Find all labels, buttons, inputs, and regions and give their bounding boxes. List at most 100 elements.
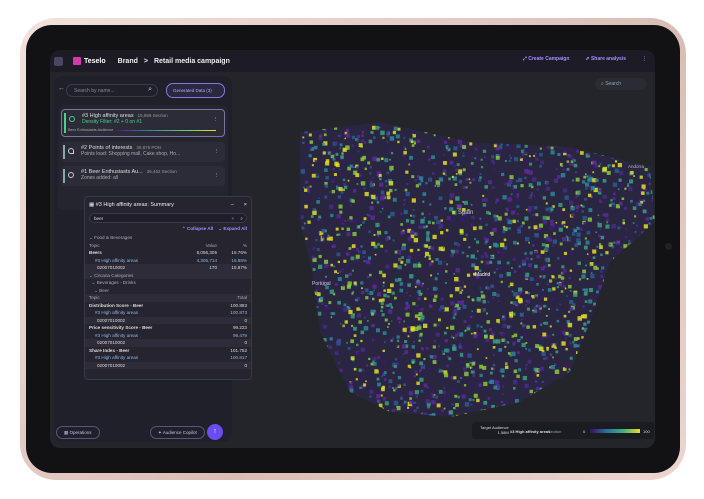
map-area-cell [558,385,561,388]
map-area-cell [328,191,331,193]
table-row[interactable]: 02007010002 0 [85,361,251,369]
table-row[interactable]: 02007010002 0 [85,339,251,347]
map-area-cell [462,201,464,203]
map-area-cell [415,184,420,188]
map-area-cell [339,270,342,273]
group-beverages-drinks[interactable]: ⌄ Beverages - Drinks [89,280,136,285]
map-area-cell [520,418,522,420]
map-area-cell [373,289,375,292]
more-icon[interactable]: ⋮ [642,56,647,62]
map-area-cell [445,145,449,149]
map-area-cell [452,316,456,320]
back-arrow-icon[interactable]: ← [58,85,65,92]
map-area-cell [508,145,513,150]
map-area-cell [331,178,336,183]
map-area-cell [369,205,374,211]
summary-search-input[interactable]: beer × ⌕ [89,213,247,223]
map-area-cell [335,389,340,394]
map-area-cell [455,132,459,137]
map-area-cell [599,331,604,336]
map-area-cell [625,362,629,366]
breadcrumb-brand[interactable]: Brand [117,57,138,65]
table-row[interactable]: #3 High affinity areas 4,305,714 16.88% [85,257,251,265]
map-area-cell [530,194,533,197]
map-area-cell [319,356,323,360]
map-area-cell [347,179,350,182]
map-area-cell [564,411,568,415]
map-area-cell [459,352,464,357]
column-header: Total [237,295,247,300]
map-area-cell [378,182,384,187]
map-area-cell [485,254,489,258]
map-area-cell [305,180,308,184]
map-area-cell [441,350,444,352]
expand-all-button[interactable]: ⌄ Expand All [218,226,247,231]
more-icon[interactable]: ⋮ [213,173,220,179]
more-icon[interactable]: ⋮ [213,149,220,155]
generated-data-button[interactable]: Generated Data (3) [166,83,225,98]
layer-item[interactable]: #2 Points of interests 30,876 POIs Points… [61,142,225,162]
map-area-cell [327,244,330,247]
map-area-cell [533,195,536,198]
group-circana[interactable]: ⌄ Circana Categories [85,271,251,279]
map-area-cell [599,228,602,230]
table-row[interactable]: #3 High affinity areas 100.873 [85,309,251,317]
map-area-cell [521,342,526,348]
table-row[interactable]: 02007010002 170 15.87% [85,264,251,272]
table-row[interactable]: Share Index - Beer 101.752 [85,347,251,355]
map-area-cell [492,363,496,367]
map-area-cell [378,298,383,303]
create-campaign-button[interactable]: ⤢ Create Campaign [522,56,570,62]
map-area-cell [450,301,455,306]
map-area-cell [605,251,609,255]
map-area-cell [405,312,410,317]
table-row[interactable]: 02007010002 0 [85,316,251,324]
table-row[interactable]: Price sensitivity Score - Beer 99.223 [85,324,251,332]
map-area-cell [595,127,598,129]
map-area-cell [565,235,568,238]
minimize-icon[interactable]: – [230,201,234,208]
map-area-cell [465,363,470,367]
map-area-cell [517,338,521,343]
map-area-cell [328,204,334,209]
share-analysis-button[interactable]: ⇗ Share analysis [585,56,626,62]
collapse-all-button[interactable]: ⌃ Collapse All [181,226,214,231]
map-area-cell [480,409,485,413]
map-area-cell [351,135,356,140]
map-area-cell [498,300,500,302]
map-area-cell [380,203,385,209]
layer-item[interactable]: #3 High affinity areas 15,959 Section Den… [61,109,225,137]
map-area-cell [405,304,411,309]
more-icon[interactable]: ⋮ [212,117,219,123]
search-icon[interactable]: ⌕ [240,216,243,221]
layer-meta: 36,462 Section [146,169,177,174]
map-area-cell [504,227,508,231]
clear-icon[interactable]: × [231,216,234,221]
table-row[interactable]: #3 High affinity areas 99.479 [85,332,251,340]
group-food-beverages[interactable]: ⌄ Food & Beverages [89,235,133,240]
menu-icon[interactable] [54,56,63,66]
layer-item[interactable]: #1 Beer Enthusiasts Au... 36,462 Section … [61,166,225,186]
operations-button[interactable]: ▦ Operations [56,426,100,439]
map-area-cell [328,373,330,375]
map-area-cell [443,154,445,156]
map-area-cell [337,416,341,417]
map-area-cell [420,315,425,320]
search-input[interactable]: Search by name... ⌕ [66,84,158,97]
map-area-cell [642,236,646,240]
send-button[interactable]: ↑ [207,424,223,440]
map-search[interactable]: ⌕ Search [595,78,647,90]
map-area-cell [611,223,616,229]
cell-topic: 02007010002 [97,362,126,368]
map-area-cell [626,151,629,154]
map-area-cell [649,264,652,268]
audience-copilot-button[interactable]: ✦ Audience Copilot [150,426,205,439]
map-area-cell [378,367,381,371]
group-beer[interactable]: ⌄ Beer [89,287,109,293]
table-row[interactable]: #3 High affinity areas 100.817 [85,354,251,362]
table-row[interactable]: Beers 8,056,305 16.76% [85,249,251,257]
map-area-cell [478,225,483,230]
map-area-cell [629,303,631,306]
close-icon[interactable]: × [243,201,247,208]
table-row[interactable]: Distribution Score - Beer 100.883 [85,302,251,310]
